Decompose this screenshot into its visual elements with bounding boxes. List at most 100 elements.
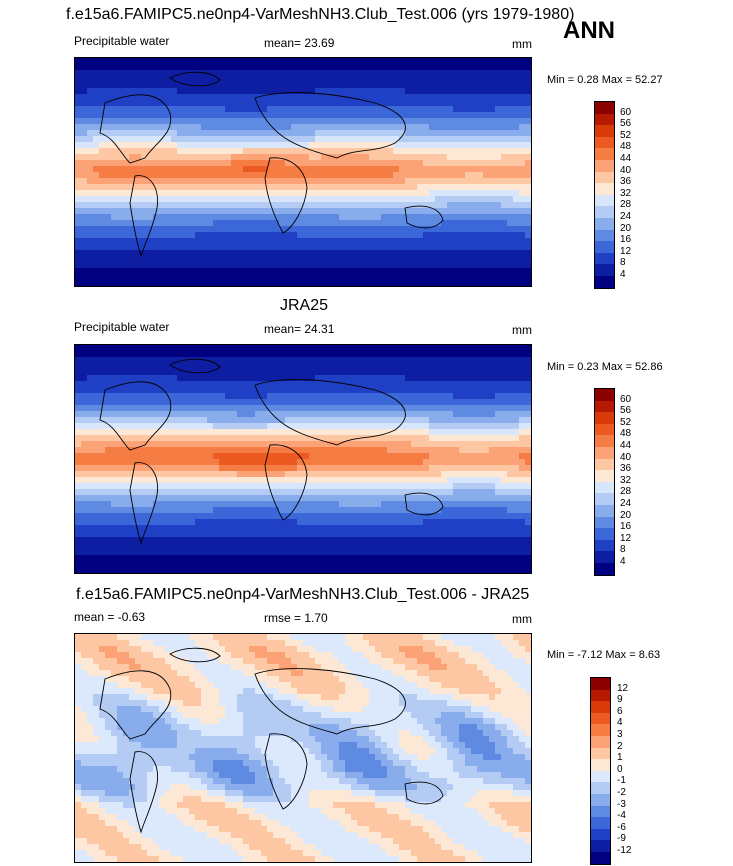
field-cell <box>411 489 418 496</box>
field-cell <box>147 477 154 484</box>
field-cell <box>159 345 166 352</box>
field-cell <box>435 220 442 227</box>
field-cell <box>231 381 238 388</box>
field-cell <box>153 363 160 370</box>
field-cell <box>303 369 310 376</box>
field-cell <box>75 184 82 191</box>
field-cell <box>441 274 448 281</box>
field-cell <box>411 82 418 89</box>
field-cell <box>165 471 172 478</box>
field-cell <box>153 184 160 191</box>
field-cell <box>525 166 531 173</box>
colorbar-tick-label: 28 <box>620 199 632 211</box>
field-cell <box>237 142 244 149</box>
field-cell <box>279 130 286 137</box>
field-cell <box>435 70 442 77</box>
field-cell <box>267 208 274 215</box>
field-cell <box>339 88 346 95</box>
field-cell <box>177 214 184 221</box>
field-cell <box>513 435 520 442</box>
field-cell <box>111 495 118 502</box>
field-cell <box>525 88 531 95</box>
field-cell <box>267 363 274 370</box>
field-cell <box>507 70 514 77</box>
field-cell <box>285 124 292 131</box>
field-cell <box>387 363 394 370</box>
field-cell <box>207 238 214 245</box>
field-cell <box>483 148 490 155</box>
field-cell <box>171 76 178 83</box>
field-cell <box>453 274 460 281</box>
field-cell <box>471 154 478 161</box>
field-cell <box>279 184 286 191</box>
field-cell <box>303 208 310 215</box>
field-cell <box>225 483 232 490</box>
field-cell <box>195 64 202 71</box>
field-cell <box>465 130 472 137</box>
field-cell <box>501 429 508 436</box>
field-cell <box>309 142 316 149</box>
field-cell <box>519 495 526 502</box>
field-cell <box>153 130 160 137</box>
field-cell <box>363 357 370 364</box>
field-cell <box>429 262 436 269</box>
field-cell <box>429 64 436 71</box>
field-cell <box>189 429 196 436</box>
field-cell <box>309 202 316 209</box>
field-cell <box>375 142 382 149</box>
field-cell <box>87 70 94 77</box>
field-cell <box>297 142 304 149</box>
field-cell <box>165 405 172 412</box>
field-cell <box>195 250 202 257</box>
field-cell <box>393 393 400 400</box>
field-cell <box>219 351 226 358</box>
field-cell <box>219 100 226 107</box>
field-cell <box>291 202 298 209</box>
field-cell <box>273 178 280 185</box>
field-cell <box>231 268 238 275</box>
field-cell <box>411 381 418 388</box>
field-cell <box>231 501 238 508</box>
field-cell <box>255 178 262 185</box>
field-cell <box>237 399 244 406</box>
field-cell <box>405 100 412 107</box>
field-cell <box>111 363 118 370</box>
field-cell <box>411 483 418 490</box>
field-cell <box>159 112 166 119</box>
field-cell <box>345 429 352 436</box>
field-cell <box>453 238 460 245</box>
field-cell <box>81 274 88 281</box>
field-cell <box>411 375 418 382</box>
field-cell <box>219 238 226 245</box>
field-cell <box>309 238 316 245</box>
field-cell <box>183 471 190 478</box>
field-cell <box>183 435 190 442</box>
field-cell <box>105 423 112 430</box>
field-cell <box>261 399 268 406</box>
field-cell <box>381 417 388 424</box>
field-cell <box>123 280 130 286</box>
field-cell <box>225 184 232 191</box>
field-cell <box>201 202 208 209</box>
field-cell <box>333 459 340 466</box>
field-cell <box>411 411 418 418</box>
field-cell <box>363 447 370 454</box>
field-cell <box>339 160 346 167</box>
field-cell <box>471 94 478 101</box>
field-cell <box>441 142 448 149</box>
field-cell <box>405 363 412 370</box>
field-cell <box>333 142 340 149</box>
field-cell <box>183 154 190 161</box>
field-cell <box>405 501 412 508</box>
field-cell <box>453 184 460 191</box>
field-cell <box>291 196 298 203</box>
field-cell <box>393 262 400 269</box>
field-cell <box>357 453 364 460</box>
field-cell <box>309 387 316 394</box>
field-cell <box>159 423 166 430</box>
field-cell <box>231 447 238 454</box>
field-cell <box>525 268 531 275</box>
field-cell <box>327 232 334 239</box>
field-cell <box>315 345 322 352</box>
field-cell <box>315 477 322 484</box>
